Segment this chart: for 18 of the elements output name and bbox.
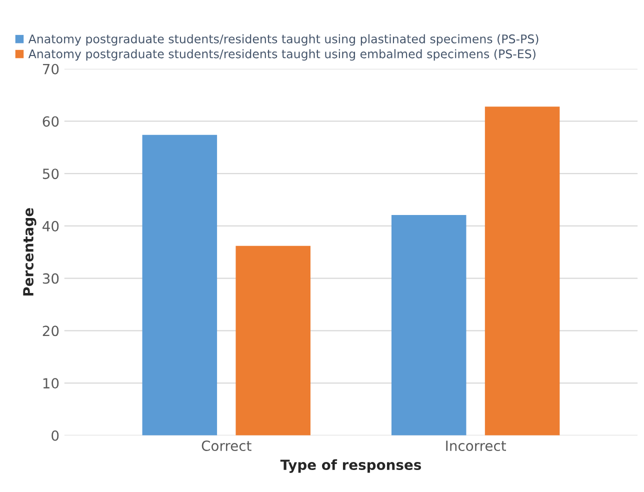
x-axis-title: Type of responses [280,459,421,473]
x-tick-label: Correct [202,440,252,452]
legend-label: Anatomy postgraduate students/residents taught using embalmed specimens (PS-ES) [28,49,536,61]
bar [391,214,466,436]
y-axis-title: Percentage [23,208,36,296]
legend-label: Anatomy postgraduate students/residents taught using plastinated specimens (PS-PS) [28,34,538,46]
y-tick-label: 50 [42,168,59,180]
y-tick-label: 0 [52,430,59,441]
y-tick-label: 20 [42,326,59,336]
y-tick-label: 60 [42,116,59,127]
bar [484,106,560,436]
y-tick-label: 70 [43,64,59,74]
bar [236,246,310,436]
y-tick-label: 10 [43,378,59,389]
x-tick-label: Incorrect [446,440,506,452]
y-tick-label: 40 [42,220,59,232]
y-tick-label: 30 [42,273,59,284]
bar [142,134,218,436]
